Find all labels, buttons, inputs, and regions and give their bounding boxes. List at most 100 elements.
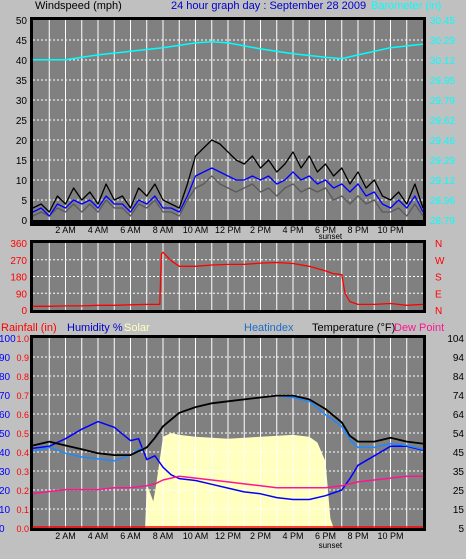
wind-x-tick-label: 12 PM (215, 225, 241, 235)
compass-tick-label: N (435, 239, 442, 250)
rainfall-y-tick-label: 0.5 (16, 429, 29, 439)
wind-x-tick-label: 8 PM (347, 225, 368, 235)
temperature-x-tick-label: 6 PM (315, 531, 336, 541)
humidity-y-tick-label: 80 (0, 372, 11, 383)
rainfall-y-tick-label: 0.8 (16, 372, 29, 382)
temperature-y-tick-label: 74 (453, 391, 465, 402)
temperature-series-humidity (32, 420, 424, 501)
rainfall-y-tick-label: 0.0 (16, 524, 29, 534)
humidity-y-tick-label: 100 (0, 334, 16, 345)
barometer-y-tick-label: 29.46 (430, 136, 455, 147)
temperature-y-tick-label: 5 (458, 524, 464, 535)
wind-series-baro (33, 40, 424, 61)
wind-x-tick-label: 4 AM (88, 225, 109, 235)
wind-x-tick-label: 6 PM (315, 225, 336, 235)
temperature-x-tick-label: 10 AM (183, 531, 209, 541)
temperature-x-tick-label: 4 PM (282, 531, 303, 541)
temperature-y-tick-label: 45 (453, 448, 465, 459)
temperature-series (32, 394, 424, 528)
wind-sunset-label: sunset (319, 232, 343, 241)
temperature-y-tick-label: 84 (453, 372, 465, 383)
rainfall-y-tick-label: 0.7 (16, 391, 29, 401)
temperature-y-tick-label: 35 (453, 467, 465, 478)
humidity-y-tick-label: 70 (0, 391, 11, 402)
direction-y-tick-label: 90 (16, 289, 28, 300)
wind-y-tick-label: 5 (21, 196, 27, 207)
direction-y-tick-label: 0 (21, 306, 27, 317)
wind-x-ticks: 2 AM 4 AM 6 AM 8 AM 10 AM 12 PM 2 PM 4 PM 6 PM 8 … (55, 225, 403, 241)
temperature-x-tick-label: 8 PM (347, 531, 368, 541)
wind-barometer-panel: 0 5 10 15 20 25 30 35 40 45 50 28.79 28.96 29.12 29.2… (16, 0, 456, 241)
humidity-y-tick-label: 20 (0, 486, 11, 497)
compass-tick-label: E (435, 289, 442, 300)
barometer-y-tick-label: 30.12 (430, 56, 455, 67)
wind-y-tick-label: 10 (16, 176, 28, 187)
humidity-y-tick-label: 0 (0, 524, 5, 535)
windspeed-label: Windspeed (mph) (35, 0, 122, 12)
humidity-y-tick-label: 40 (0, 448, 11, 459)
rainfall-y-tick-label: 0.1 (16, 505, 29, 515)
temperature-y-tick-label: 15 (453, 505, 465, 516)
barometer-y-tick-label: 28.79 (430, 216, 455, 227)
direction-y-ticks: 0 90 180 270 360 (10, 239, 27, 317)
humidity-y-tick-label: 30 (0, 467, 11, 478)
temperature-x-ticks: 2 AM 4 AM 6 AM 8 AM 10 AM 12 PM 2 PM 4 PM 6 PM 8 … (55, 531, 403, 550)
rainfall-y-ticks: 0.0 0.1 0.2 0.3 0.4 0.5 0.6 0.7 0.8 0.9 1.0 (16, 334, 29, 534)
wind-y-tick-label: 35 (16, 76, 28, 87)
graph-title: 24 hour graph day : September 28 2009 (171, 0, 366, 12)
barometer-y-tick-label: 29.62 (430, 116, 455, 127)
temperature-y-tick-label: 54 (453, 429, 465, 440)
wind-y-tick-label: 15 (16, 156, 28, 167)
temperature-y-ticks: 5 15 25 35 45 54 64 74 84 94 104 (447, 334, 464, 535)
wind-grid (33, 20, 423, 220)
wind-series-speed (32, 175, 424, 217)
wind-x-tick-label: 2 AM (55, 225, 76, 235)
wind-series-gust (32, 139, 424, 213)
barometer-y-tick-label: 29.79 (430, 96, 455, 107)
solar-label: Solar (124, 322, 150, 334)
temperature-x-tick-label: 8 AM (153, 531, 174, 541)
wind-y-tick-label: 30 (16, 96, 28, 107)
temperature-x-tick-label: 2 AM (55, 531, 76, 541)
compass-tick-label: W (435, 256, 445, 267)
temperature-x-tick-label: 12 PM (215, 531, 241, 541)
rainfall-y-tick-label: 1.0 (16, 334, 29, 344)
barometer-y-tick-label: 30.45 (430, 16, 455, 27)
temperature-x-tick-label: 10 PM (377, 531, 403, 541)
temperature-y-tick-label: 64 (453, 410, 465, 421)
temperature-x-tick-label: 6 AM (120, 531, 141, 541)
temperature-sunset-label: sunset (319, 541, 343, 550)
wind-x-tick-label: 8 AM (153, 225, 174, 235)
wind-x-tick-label: 10 PM (377, 225, 403, 235)
humidity-label: Humidity % (67, 322, 123, 334)
wind-x-tick-label: 4 PM (282, 225, 303, 235)
compass-tick-label: S (435, 273, 442, 284)
wind-y-tick-label: 0 (21, 216, 27, 227)
direction-y-tick-label: 180 (10, 273, 27, 284)
barometer-y-tick-label: 29.12 (430, 176, 455, 187)
wind-series (32, 40, 424, 217)
direction-y-tick-label: 360 (10, 239, 27, 250)
wind-y-ticks: 0 5 10 15 20 25 30 35 40 45 50 (16, 16, 28, 227)
rainfall-label: Rainfall (in) (1, 322, 57, 334)
direction-y-tick-label: 270 (10, 256, 27, 267)
barometer-y-tick-label: 30.29 (430, 36, 455, 47)
rainfall-y-tick-label: 0.3 (16, 467, 29, 477)
humidity-y-ticks: 0 10 20 30 40 50 60 70 80 90 100 (0, 334, 16, 535)
temperature-y-tick-label: 94 (453, 353, 465, 364)
rainfall-y-tick-label: 0.4 (16, 448, 29, 458)
humidity-y-tick-label: 50 (0, 429, 11, 440)
barometer-y-ticks: 28.79 28.96 29.12 29.29 29.46 29.62 29.79 29.95… (430, 16, 455, 227)
humidity-y-tick-label: 60 (0, 410, 11, 421)
temperature-y-tick-label: 25 (453, 486, 465, 497)
wind-x-tick-label: 6 AM (120, 225, 141, 235)
dewpoint-label: Dew Point (394, 322, 444, 334)
heatindex-label: Heatindex (244, 322, 294, 334)
wind-series-avg (32, 167, 424, 217)
temperature-series-temp (32, 394, 424, 457)
temperature-x-tick-label: 4 AM (88, 531, 109, 541)
rainfall-y-tick-label: 0.2 (16, 486, 29, 496)
